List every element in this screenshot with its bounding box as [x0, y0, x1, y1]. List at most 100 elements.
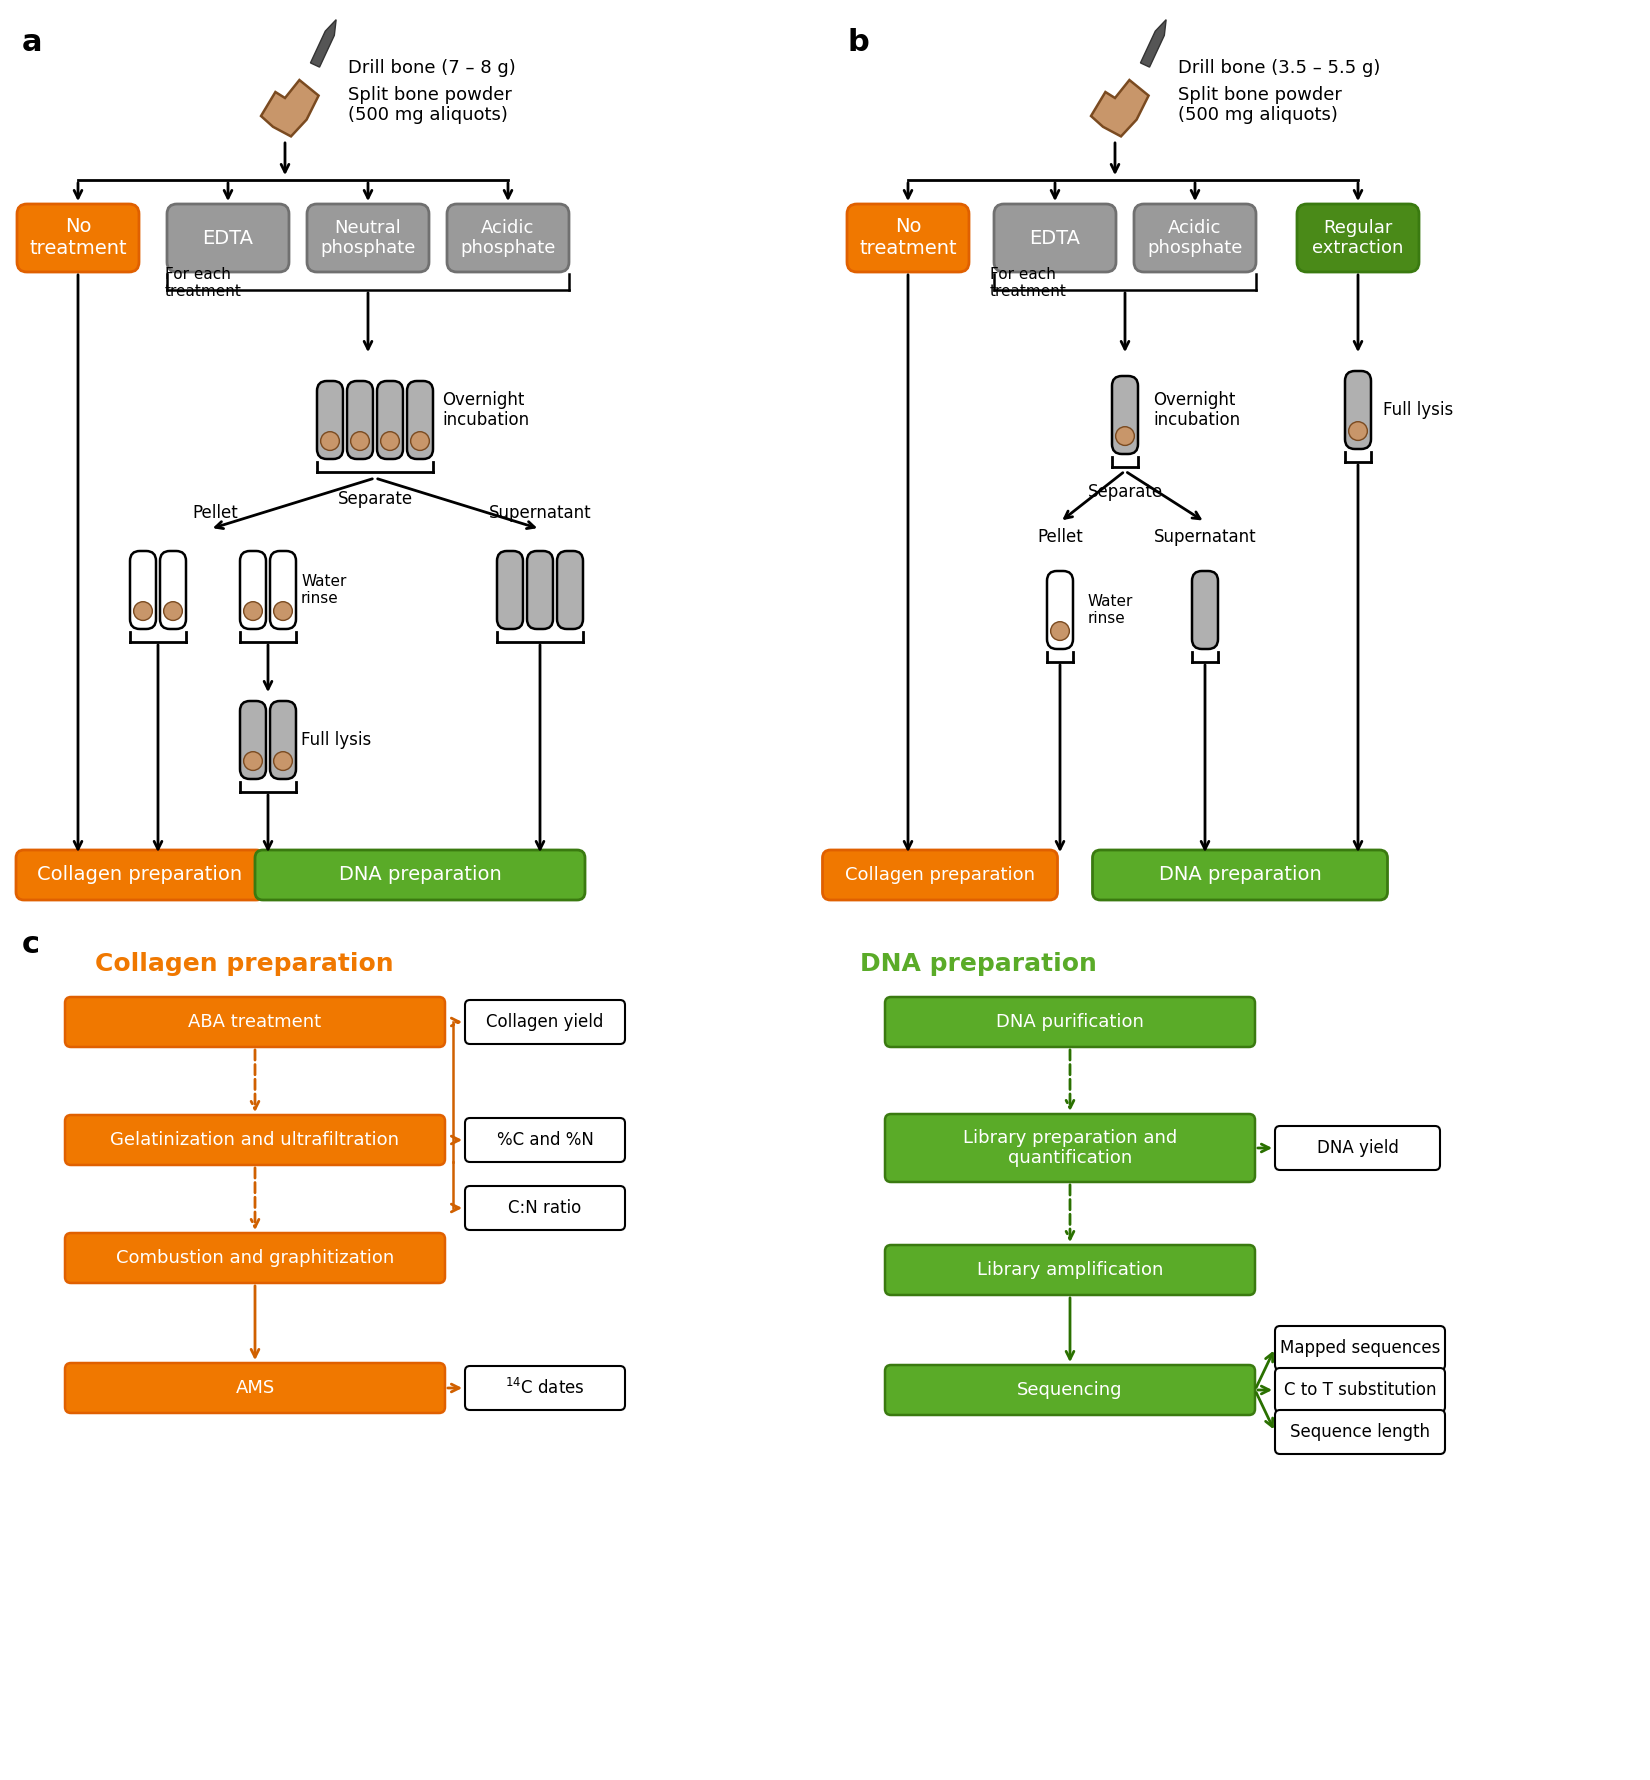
- Ellipse shape: [274, 751, 292, 771]
- Text: $^{14}$C dates: $^{14}$C dates: [505, 1378, 584, 1397]
- Ellipse shape: [320, 433, 340, 450]
- Text: Supernatant: Supernatant: [1153, 529, 1256, 546]
- Ellipse shape: [1115, 427, 1134, 445]
- Text: Pellet: Pellet: [191, 504, 238, 522]
- FancyBboxPatch shape: [884, 1244, 1256, 1296]
- FancyBboxPatch shape: [884, 997, 1256, 1047]
- Text: Library preparation and
quantification: Library preparation and quantification: [964, 1129, 1176, 1168]
- FancyBboxPatch shape: [465, 1365, 625, 1410]
- Ellipse shape: [244, 602, 262, 621]
- Text: DNA preparation: DNA preparation: [338, 865, 502, 885]
- FancyBboxPatch shape: [993, 205, 1115, 272]
- FancyBboxPatch shape: [64, 1234, 446, 1283]
- Ellipse shape: [1051, 621, 1069, 641]
- FancyBboxPatch shape: [465, 1000, 625, 1045]
- FancyBboxPatch shape: [64, 1114, 446, 1164]
- FancyBboxPatch shape: [64, 997, 446, 1047]
- Text: %C and %N: %C and %N: [497, 1130, 594, 1150]
- Text: C:N ratio: C:N ratio: [508, 1200, 581, 1218]
- FancyBboxPatch shape: [317, 381, 343, 459]
- Polygon shape: [1140, 20, 1167, 68]
- FancyBboxPatch shape: [822, 851, 1058, 901]
- FancyBboxPatch shape: [465, 1185, 625, 1230]
- Text: Separate: Separate: [1087, 482, 1163, 500]
- FancyBboxPatch shape: [1134, 205, 1256, 272]
- Text: AMS: AMS: [236, 1380, 274, 1397]
- FancyBboxPatch shape: [64, 1363, 446, 1413]
- Text: For each
treatment: For each treatment: [165, 267, 243, 299]
- Text: Full lysis: Full lysis: [300, 732, 371, 749]
- Text: Drill bone (3.5 – 5.5 g): Drill bone (3.5 – 5.5 g): [1178, 59, 1381, 77]
- Text: Collagen preparation: Collagen preparation: [96, 952, 394, 975]
- Polygon shape: [261, 80, 318, 137]
- FancyBboxPatch shape: [1048, 571, 1072, 650]
- FancyBboxPatch shape: [167, 205, 289, 272]
- FancyBboxPatch shape: [558, 552, 582, 628]
- FancyBboxPatch shape: [346, 381, 373, 459]
- Text: b: b: [848, 28, 870, 57]
- FancyBboxPatch shape: [1275, 1127, 1440, 1169]
- FancyBboxPatch shape: [884, 1114, 1256, 1182]
- Text: Combustion and graphitization: Combustion and graphitization: [116, 1250, 394, 1267]
- Text: Acidic
phosphate: Acidic phosphate: [460, 219, 556, 258]
- Text: Collagen preparation: Collagen preparation: [845, 867, 1035, 885]
- Text: Water
rinse: Water rinse: [300, 573, 346, 607]
- FancyBboxPatch shape: [408, 381, 432, 459]
- Ellipse shape: [411, 433, 429, 450]
- FancyBboxPatch shape: [239, 701, 266, 780]
- FancyBboxPatch shape: [160, 552, 186, 628]
- FancyBboxPatch shape: [1297, 205, 1419, 272]
- Text: EDTA: EDTA: [203, 228, 254, 247]
- FancyBboxPatch shape: [846, 205, 969, 272]
- Text: ABA treatment: ABA treatment: [188, 1013, 322, 1031]
- Text: EDTA: EDTA: [1030, 228, 1081, 247]
- Text: DNA preparation: DNA preparation: [860, 952, 1097, 975]
- Text: DNA yield: DNA yield: [1317, 1139, 1399, 1157]
- FancyBboxPatch shape: [376, 381, 403, 459]
- FancyBboxPatch shape: [1275, 1369, 1445, 1412]
- FancyBboxPatch shape: [884, 1365, 1256, 1415]
- Text: c: c: [21, 929, 40, 959]
- Ellipse shape: [1348, 422, 1368, 440]
- Ellipse shape: [274, 602, 292, 621]
- FancyBboxPatch shape: [256, 851, 586, 901]
- FancyBboxPatch shape: [1092, 851, 1388, 901]
- Text: C to T substitution: C to T substitution: [1284, 1381, 1436, 1399]
- Ellipse shape: [351, 433, 370, 450]
- Polygon shape: [310, 20, 337, 68]
- Text: No
treatment: No treatment: [860, 217, 957, 258]
- Ellipse shape: [134, 602, 152, 621]
- FancyBboxPatch shape: [16, 205, 139, 272]
- Text: Regular
extraction: Regular extraction: [1312, 219, 1404, 258]
- Text: Neutral
phosphate: Neutral phosphate: [320, 219, 416, 258]
- Text: Acidic
phosphate: Acidic phosphate: [1147, 219, 1242, 258]
- Text: No
treatment: No treatment: [30, 217, 127, 258]
- FancyBboxPatch shape: [1275, 1410, 1445, 1454]
- Text: Sequencing: Sequencing: [1018, 1381, 1122, 1399]
- Text: Overnight
incubation: Overnight incubation: [442, 390, 530, 429]
- FancyBboxPatch shape: [465, 1118, 625, 1162]
- Text: Split bone powder
(500 mg aliquots): Split bone powder (500 mg aliquots): [1178, 85, 1341, 125]
- Text: Overnight
incubation: Overnight incubation: [1153, 390, 1241, 429]
- Text: DNA purification: DNA purification: [997, 1013, 1143, 1031]
- FancyBboxPatch shape: [1112, 376, 1138, 454]
- Text: Drill bone (7 – 8 g): Drill bone (7 – 8 g): [348, 59, 516, 77]
- Text: Gelatinization and ultrafiltration: Gelatinization and ultrafiltration: [111, 1130, 399, 1150]
- FancyBboxPatch shape: [1191, 571, 1218, 650]
- Text: Sequence length: Sequence length: [1290, 1422, 1431, 1442]
- Text: Collagen yield: Collagen yield: [487, 1013, 604, 1031]
- FancyBboxPatch shape: [271, 552, 295, 628]
- Text: Library amplification: Library amplification: [977, 1260, 1163, 1280]
- FancyBboxPatch shape: [16, 851, 264, 901]
- Ellipse shape: [381, 433, 399, 450]
- Ellipse shape: [163, 602, 183, 621]
- FancyBboxPatch shape: [447, 205, 569, 272]
- Text: Pellet: Pellet: [1038, 529, 1082, 546]
- FancyBboxPatch shape: [497, 552, 523, 628]
- Text: Separate: Separate: [338, 490, 412, 507]
- Text: Water
rinse: Water rinse: [1087, 595, 1134, 627]
- Ellipse shape: [244, 751, 262, 771]
- Text: Mapped sequences: Mapped sequences: [1280, 1339, 1440, 1356]
- Text: DNA preparation: DNA preparation: [1158, 865, 1322, 885]
- FancyBboxPatch shape: [271, 701, 295, 780]
